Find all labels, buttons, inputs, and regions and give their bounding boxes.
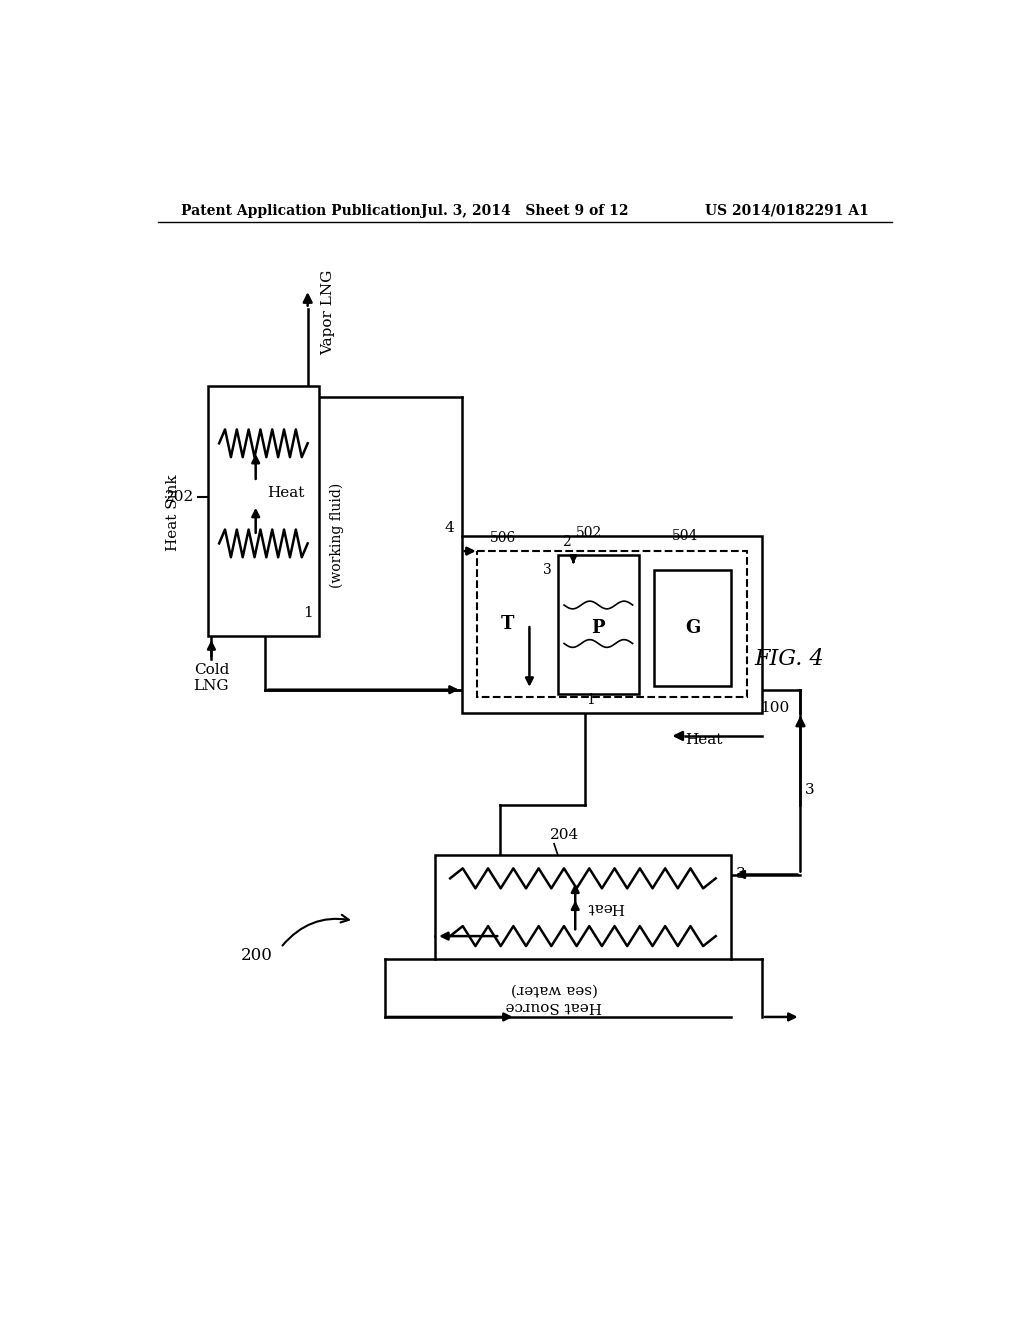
Text: 1: 1 (303, 606, 312, 619)
Text: FIG. 4: FIG. 4 (754, 648, 823, 671)
Text: 504: 504 (672, 529, 698, 544)
Bar (654, 570, 731, 686)
Text: 202: 202 (165, 490, 194, 504)
Bar (462, 536, 762, 713)
Text: P: P (592, 619, 605, 638)
Text: Patent Application Publication: Patent Application Publication (180, 203, 420, 218)
Text: 1: 1 (587, 693, 596, 706)
Text: 3: 3 (544, 562, 552, 577)
Bar (435, 855, 731, 960)
Text: 3: 3 (736, 867, 745, 882)
FancyArrowPatch shape (283, 915, 349, 945)
Text: 4: 4 (444, 521, 454, 535)
Text: Heat Source
(sea water): Heat Source (sea water) (506, 982, 602, 1012)
Text: Jul. 3, 2014   Sheet 9 of 12: Jul. 3, 2014 Sheet 9 of 12 (421, 203, 629, 218)
Text: 200: 200 (241, 946, 273, 964)
Text: 502: 502 (575, 525, 602, 540)
Text: Heat: Heat (267, 486, 304, 500)
Text: Cold
LNG: Cold LNG (194, 663, 229, 693)
Text: Heat: Heat (685, 733, 722, 747)
Text: 3: 3 (805, 783, 815, 797)
Bar (477, 552, 746, 697)
Bar (558, 554, 639, 693)
Text: US 2014/0182291 A1: US 2014/0182291 A1 (706, 203, 869, 218)
Text: Vapor LNG: Vapor LNG (322, 269, 336, 355)
Text: Heat Sink: Heat Sink (166, 474, 180, 550)
Bar (208, 385, 319, 636)
Text: 506: 506 (489, 531, 516, 545)
Text: 2: 2 (562, 535, 570, 549)
Text: Heat: Heat (587, 900, 625, 913)
Text: T: T (501, 615, 514, 634)
Text: 100: 100 (761, 701, 790, 715)
Text: G: G (685, 619, 700, 638)
Text: (working fluid): (working fluid) (330, 483, 344, 589)
Text: 204: 204 (550, 828, 580, 842)
